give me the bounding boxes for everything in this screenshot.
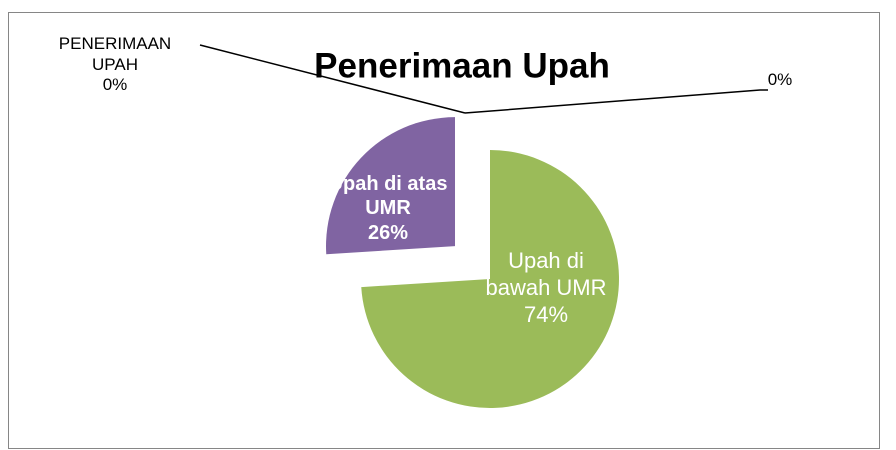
label-value: 74% xyxy=(523,301,569,327)
data-label: PENERIMAAN UPAH 0% xyxy=(40,34,190,96)
label-category: Upah di atas UMR xyxy=(328,173,448,220)
label-value: 26% xyxy=(367,221,409,244)
label-category: Upah di bawah UMR xyxy=(485,248,607,300)
pie-slice xyxy=(326,117,456,255)
label-value: 0% xyxy=(102,75,128,95)
pie-slice xyxy=(361,150,619,409)
data-label: 0% xyxy=(760,70,800,91)
data-label: Upah di bawah UMR 74% xyxy=(476,248,616,328)
chart-title: Penerimaan Upah xyxy=(314,46,610,85)
leader-line xyxy=(464,89,768,114)
data-label: Upah di atas UMR 26% xyxy=(318,172,458,245)
label-value: 0% xyxy=(767,70,793,89)
label-category: PENERIMAAN UPAH xyxy=(58,34,172,74)
leader-line xyxy=(199,44,466,114)
